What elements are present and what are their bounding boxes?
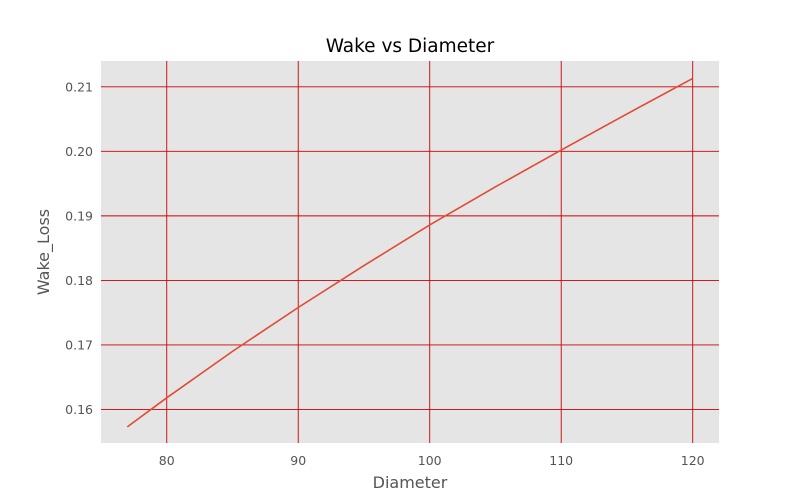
y-tick-label: 0.18: [65, 273, 93, 288]
y-tick-label: 0.16: [65, 402, 93, 417]
x-tick-label: 120: [681, 453, 705, 468]
x-tick-label: 110: [549, 453, 573, 468]
y-gridlines: [101, 86, 719, 410]
series-line: [126, 77, 694, 428]
y-tick-label: 0.17: [65, 337, 93, 352]
x-tick-label: 80: [159, 453, 175, 468]
series-layer: [126, 77, 694, 428]
x-tick-label: 90: [290, 453, 306, 468]
plot-area: [101, 61, 719, 443]
x-axis-label: Diameter: [373, 473, 448, 492]
chart-title: Wake vs Diameter: [326, 36, 495, 57]
y-tick-label: 0.20: [65, 144, 93, 159]
y-axis-label: Wake_Loss: [34, 209, 54, 295]
x-tick-labels: 80 90 100 110 120: [159, 453, 705, 468]
y-tick-label: 0.19: [65, 208, 93, 223]
y-tick-label: 0.21: [65, 79, 93, 94]
x-gridlines: [166, 61, 694, 443]
y-tick-labels: 0.16 0.17 0.18 0.19 0.20 0.21: [65, 79, 93, 417]
x-tick-label: 100: [418, 453, 442, 468]
